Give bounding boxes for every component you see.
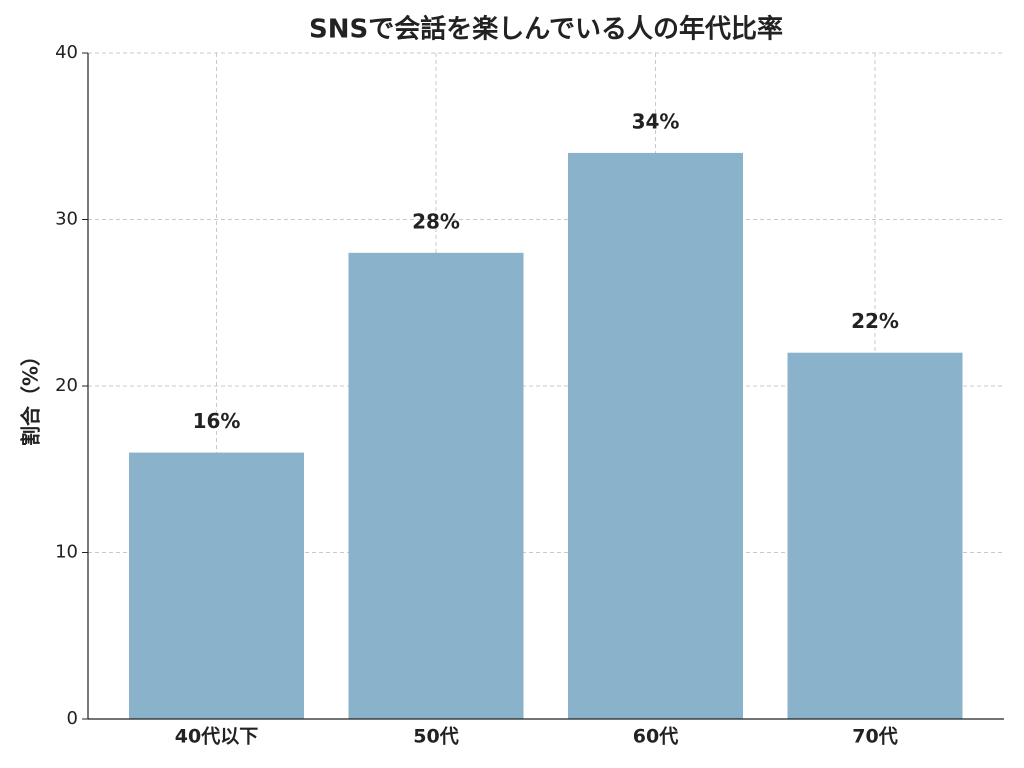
x-tick-label: 40代以下	[175, 726, 258, 748]
chart-title: SNSで会話を楽しんでいる人の年代比率	[309, 14, 783, 45]
bar	[568, 152, 743, 719]
y-tick-label: 20	[55, 375, 78, 396]
x-tick-label: 70代	[852, 726, 897, 748]
value-label: 16%	[193, 409, 241, 433]
bar	[787, 352, 963, 719]
bar	[348, 252, 524, 720]
y-tick-label: 30	[55, 209, 78, 230]
y-tick-label: 0	[67, 708, 78, 729]
value-label: 28%	[412, 209, 460, 233]
bar	[129, 452, 304, 719]
x-tick-label: 60代	[633, 726, 678, 748]
value-label: 22%	[851, 309, 899, 333]
value-label: 34%	[632, 109, 680, 133]
x-tick-label: 50代	[413, 726, 458, 748]
y-axis-label: 割合（%）	[19, 346, 43, 446]
y-tick-label: 10	[55, 542, 78, 563]
y-tick-label: 40	[55, 42, 78, 63]
